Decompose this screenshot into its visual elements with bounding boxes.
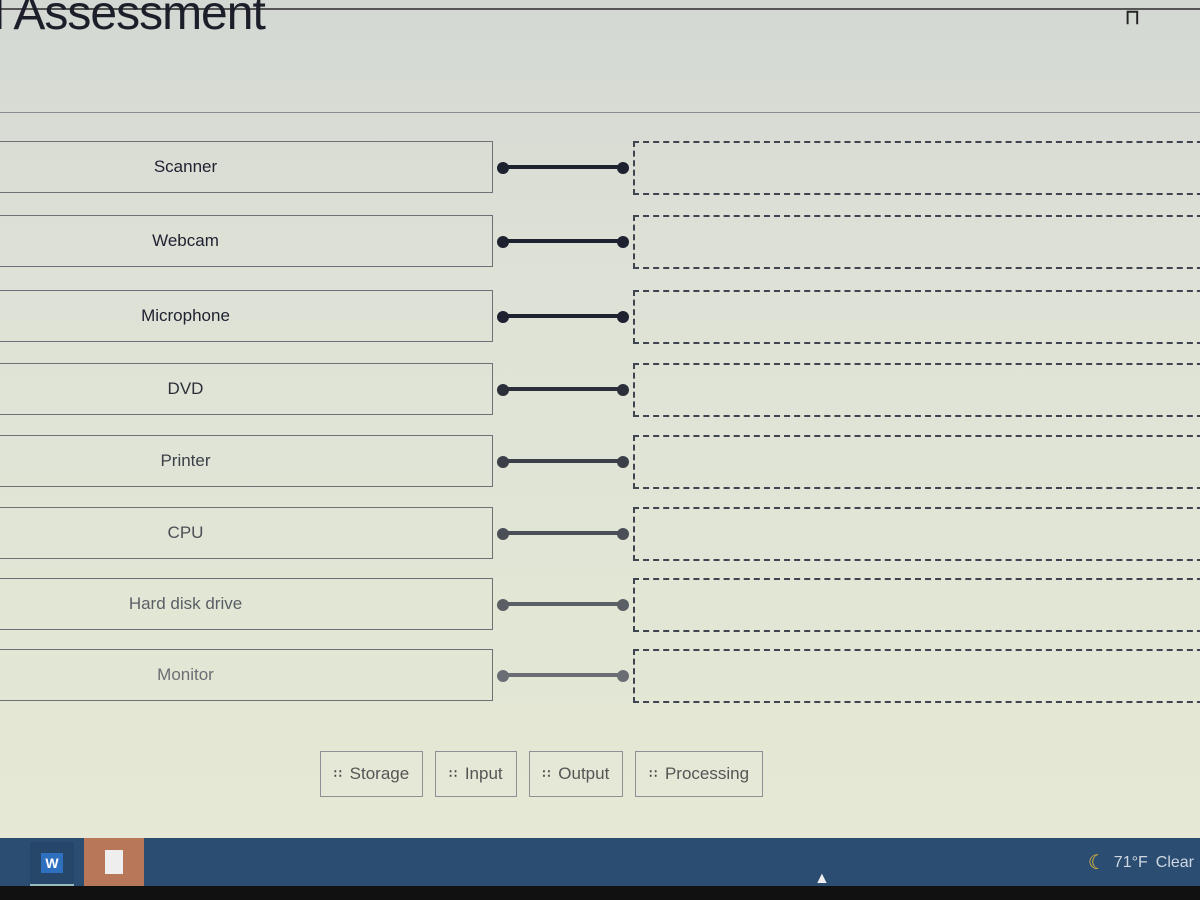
term-box: Hard disk drive xyxy=(0,578,493,630)
drop-target[interactable] xyxy=(633,141,1200,195)
match-row: Hard disk drive xyxy=(0,578,1200,632)
option-label: Output xyxy=(558,764,610,783)
answer-options: ∷ Storage ∷ Input ∷ Output ∷ Processing xyxy=(320,751,764,797)
connector xyxy=(497,599,629,611)
match-row: Microphone xyxy=(0,290,1200,344)
option-label: Input xyxy=(464,764,503,783)
drop-target[interactable] xyxy=(633,363,1200,417)
match-row: Scanner xyxy=(0,141,1200,195)
term-label: Webcam xyxy=(152,231,219,250)
connector xyxy=(497,528,629,540)
connector xyxy=(497,311,629,323)
option-chip-storage[interactable]: ∷ Storage xyxy=(320,751,424,797)
top-border xyxy=(0,8,1200,10)
term-box: CPU xyxy=(0,507,493,559)
drag-handle-icon[interactable]: ∷ xyxy=(334,767,342,781)
word-label: W xyxy=(41,853,63,873)
taskbar: W ☾ 71°F Clear xyxy=(0,838,1200,886)
weather-temp: 71°F xyxy=(1113,853,1148,871)
term-box: Printer xyxy=(0,435,493,487)
drop-target[interactable] xyxy=(633,435,1200,489)
connector xyxy=(497,162,629,174)
drop-target[interactable] xyxy=(633,507,1200,561)
connector xyxy=(497,456,629,468)
option-chip-output[interactable]: ∷ Output xyxy=(528,751,624,797)
bookmark-icon[interactable]: ⨅ xyxy=(1126,10,1139,27)
term-box: Microphone xyxy=(0,290,493,342)
drop-target[interactable] xyxy=(633,578,1200,632)
option-chip-processing[interactable]: ∷ Processing xyxy=(635,751,764,797)
connector xyxy=(497,384,629,396)
drop-target[interactable] xyxy=(633,215,1200,269)
page-title: l Assessment xyxy=(0,0,266,40)
match-row: Webcam xyxy=(0,215,1200,269)
weather-condition: Clear xyxy=(1155,853,1194,871)
drop-target[interactable] xyxy=(633,290,1200,344)
match-row: CPU xyxy=(0,507,1200,561)
screen-bezel xyxy=(0,886,1200,900)
term-label: Printer xyxy=(160,451,211,470)
connector xyxy=(497,236,629,248)
match-row: Printer xyxy=(0,435,1200,489)
drag-handle-icon[interactable]: ∷ xyxy=(449,767,457,781)
term-label: DVD xyxy=(167,379,204,398)
moon-icon: ☾ xyxy=(1087,852,1106,874)
drag-handle-icon[interactable]: ∷ xyxy=(542,767,551,781)
term-box: Scanner xyxy=(0,141,493,193)
drop-target[interactable] xyxy=(633,649,1200,703)
mouse-cursor-icon: ▲ xyxy=(814,870,830,887)
word-app-icon[interactable]: W xyxy=(30,842,74,886)
term-box: Webcam xyxy=(0,215,493,267)
divider xyxy=(0,112,1200,113)
file-app-icon[interactable] xyxy=(84,838,144,886)
option-label: Processing xyxy=(664,764,750,783)
term-label: Scanner xyxy=(153,157,218,176)
option-chip-input[interactable]: ∷ Input xyxy=(435,751,517,797)
match-row: Monitor xyxy=(0,649,1200,703)
connector xyxy=(497,670,629,682)
match-row: DVD xyxy=(0,363,1200,417)
assessment-page: l Assessment ⨅ Scanner Webcam Microphone… xyxy=(0,0,1200,838)
weather-widget[interactable]: ☾ 71°F Clear xyxy=(1088,850,1194,875)
option-label: Storage xyxy=(349,764,410,783)
term-label: Microphone xyxy=(141,306,230,325)
term-label: Monitor xyxy=(157,665,214,684)
term-box: DVD xyxy=(0,363,493,415)
term-label: Hard disk drive xyxy=(128,594,243,613)
term-box: Monitor xyxy=(0,649,493,701)
term-label: CPU xyxy=(167,523,204,542)
drag-handle-icon[interactable]: ∷ xyxy=(649,767,657,781)
